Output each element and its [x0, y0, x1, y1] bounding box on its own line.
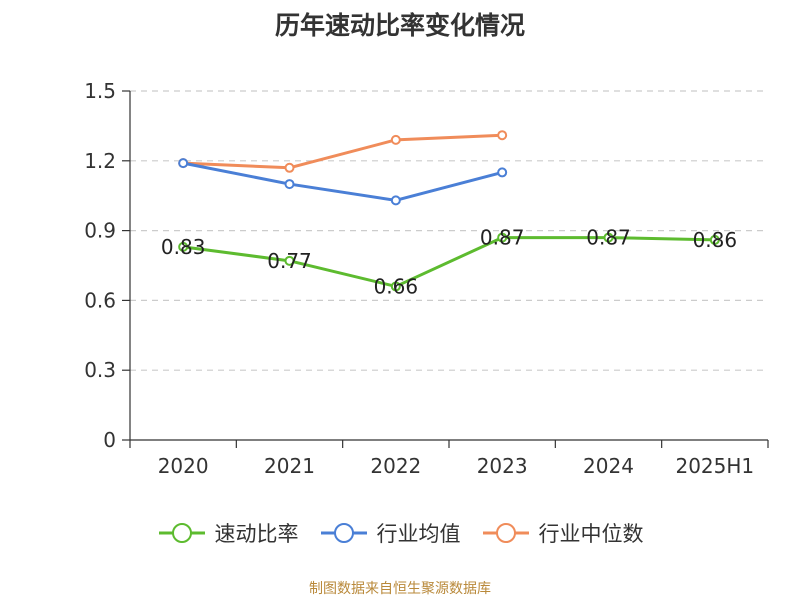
data-label: 0.66: [374, 274, 419, 298]
data-labels: 0.83 0.77 0.66 0.87 0.87 0.86: [161, 226, 737, 299]
x-tick-label: 2024: [583, 454, 634, 478]
data-label: 0.83: [161, 235, 206, 259]
data-point: [178, 158, 189, 169]
legend-item[interactable]: 行业中位数: [481, 518, 644, 548]
y-tick-label: 0.3: [84, 358, 116, 382]
legend-item[interactable]: 行业均值: [319, 518, 461, 548]
x-tick-label: 2022: [370, 454, 421, 478]
data-point: [284, 255, 295, 266]
data-point: [390, 281, 401, 292]
data-label: 0.87: [586, 226, 631, 250]
legend-label: 速动比率: [214, 522, 299, 546]
data-point: [390, 134, 401, 145]
x-tick-label: 2023: [477, 454, 528, 478]
series-line: [182, 236, 715, 288]
legend-swatch-icon: [482, 523, 529, 543]
data-point: [709, 234, 720, 245]
data-label: 0.77: [267, 249, 312, 273]
data-point: [603, 232, 614, 243]
series-lines: [178, 130, 720, 292]
legend-swatch-icon: [158, 523, 205, 543]
source-note: 制图数据来自恒生聚源数据库: [309, 581, 491, 597]
series-line: [183, 133, 503, 170]
y-tick-label: 1.2: [84, 149, 116, 173]
data-point: [497, 167, 508, 178]
data-point: [497, 130, 508, 141]
chart-title: 历年速动比率变化情况: [274, 11, 525, 40]
x-tick-label: 2020: [158, 454, 209, 478]
data-label: 0.86: [693, 228, 738, 252]
data-point: [390, 195, 401, 206]
y-tick-label: 0: [103, 428, 116, 452]
legend-label: 行业中位数: [538, 522, 644, 546]
legend-swatch-icon: [320, 523, 367, 543]
legend-item[interactable]: 速动比率: [157, 518, 299, 548]
axes: 0 0.3 0.6 0.9 1.2 1.5 2020 2021 2022 2023 2024 2025…: [84, 79, 769, 478]
legend: 速动比率 行业均值 行业中位数: [0, 518, 800, 550]
legend-label: 行业均值: [376, 522, 461, 546]
data-point: [284, 179, 295, 190]
y-tick-label: 1.5: [84, 79, 116, 103]
data-label: 0.87: [480, 226, 525, 250]
x-tick-label: 2021: [264, 454, 315, 478]
data-point: [497, 232, 508, 243]
y-tick-label: 0.6: [84, 288, 116, 312]
data-point: [284, 162, 295, 173]
x-tick-label: 2025H1: [675, 454, 754, 478]
data-point: [178, 241, 189, 252]
grid-lines: [130, 90, 768, 371]
series-line: [182, 161, 503, 202]
y-tick-label: 0.9: [84, 219, 116, 243]
